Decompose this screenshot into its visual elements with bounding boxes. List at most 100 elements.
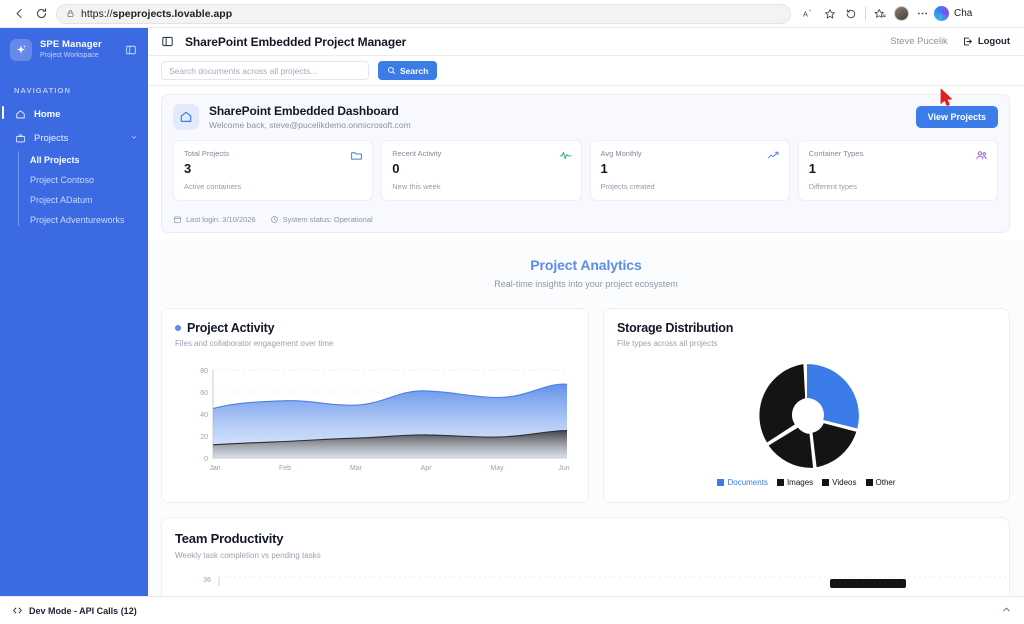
chart-bullet-icon	[175, 325, 181, 331]
clock-icon	[270, 215, 279, 224]
stat-foot: Active containers	[184, 182, 242, 191]
legend-swatch	[822, 479, 830, 486]
legend-item-images[interactable]: Images	[776, 478, 813, 487]
stat-card-recent-activity[interactable]: Recent Activity 0 New this week	[381, 140, 582, 201]
toolbar-divider	[865, 7, 866, 20]
legend-item-videos[interactable]: Videos	[822, 478, 857, 487]
analytics-section: Project Analytics Real-time insights int…	[148, 241, 1024, 617]
svg-text:36: 36	[203, 577, 211, 584]
chart-title: Team Productivity	[175, 531, 284, 546]
page-title: SharePoint Embedded Project Manager	[185, 34, 407, 49]
stat-value: 1	[600, 161, 608, 176]
project-activity-chart-card: Project Activity Files and collaborator …	[161, 308, 589, 503]
nav-section-label: NAVIGATION	[14, 86, 71, 95]
sidebar-item-projects[interactable]: Projects	[0, 126, 148, 150]
panel-toggle-icon[interactable]	[123, 42, 139, 58]
stat-card-container-types[interactable]: Container Types 1 Different types	[797, 140, 998, 201]
legend-swatch	[865, 479, 873, 486]
legend-swatch	[717, 479, 725, 486]
font-size-icon[interactable]: A ^	[799, 4, 819, 24]
svg-text:^: ^	[808, 9, 811, 14]
main-content: SharePoint Embedded Project Manager Stev…	[148, 28, 1024, 624]
app-shell: SPE Manager Project Workspace NAVIGATION…	[0, 28, 1024, 624]
chart-subtitle: Weekly task completion vs pending tasks	[175, 551, 321, 560]
sidebar-item-label: Home	[34, 108, 61, 120]
stat-card-avg-monthly[interactable]: Avg Monthly 1 Projects created	[589, 140, 790, 201]
status-system: System status: Operational	[270, 215, 373, 224]
sidebar-item-project-adatum[interactable]: Project ADatum	[30, 195, 93, 205]
stat-foot: Different types	[808, 182, 857, 191]
code-brackets-icon	[12, 605, 23, 616]
sidebar-item-all-projects[interactable]: All Projects	[30, 155, 80, 165]
panel-toggle-icon[interactable]	[161, 35, 174, 48]
stat-value: 0	[392, 161, 400, 176]
sidebar-item-home[interactable]: Home	[0, 102, 148, 126]
search-button[interactable]: Search	[378, 61, 438, 80]
logout-icon	[962, 36, 973, 47]
chart-subtitle: Files and collaborator engagement over t…	[175, 339, 334, 348]
dashboard-header: SharePoint Embedded Dashboard Welcome ba…	[173, 104, 998, 130]
chart-title: Project Activity	[175, 321, 575, 335]
stat-foot: New this week	[392, 182, 441, 191]
sidebar: SPE Manager Project Workspace NAVIGATION…	[0, 28, 148, 600]
storage-distribution-chart-card: Storage Distribution File types across a…	[603, 308, 1010, 503]
legend-item-other[interactable]: Other	[865, 478, 896, 487]
folder-icon	[350, 149, 363, 162]
status-last-login: Last login: 3/10/2026	[173, 215, 256, 224]
view-projects-button[interactable]: View Projects	[915, 106, 998, 128]
sidebar-spacer	[0, 230, 148, 600]
legend-item-documents[interactable]: Documents	[717, 478, 768, 487]
sparkle-icon	[10, 39, 32, 61]
ellipsis-icon[interactable]	[912, 4, 932, 24]
analytics-subtitle: Real-time insights into your project eco…	[494, 279, 678, 289]
home-icon	[173, 104, 199, 130]
analytics-title: Project Analytics	[530, 257, 642, 273]
calendar-icon	[173, 215, 182, 224]
copilot-icon[interactable]	[933, 4, 950, 24]
area-chart: 0 20 40 60 80	[175, 358, 575, 481]
stat-value: 3	[184, 161, 192, 176]
dev-mode-bar[interactable]: Dev Mode - API Calls (12)	[0, 596, 1024, 624]
svg-text:80: 80	[200, 368, 208, 375]
search-button-label: Search	[400, 65, 429, 76]
dashboard-subtitle: Welcome back, steve@pucelikdemo.onmicros…	[209, 120, 411, 130]
status-label: Last login: 3/10/2026	[186, 215, 256, 224]
collections-icon[interactable]	[870, 4, 890, 24]
history-icon[interactable]	[841, 4, 861, 24]
stat-label: Container Types	[808, 149, 864, 158]
address-bar[interactable]: https://speprojects.lovable.app	[56, 3, 791, 24]
profile-avatar[interactable]	[891, 4, 911, 24]
stat-label: Total Projects	[184, 149, 230, 158]
activity-pulse-icon	[559, 149, 572, 162]
sidebar-item-project-contoso[interactable]: Project Contoso	[30, 175, 95, 185]
search-input[interactable]	[161, 61, 369, 80]
svg-text:20: 20	[200, 434, 208, 441]
home-icon	[14, 108, 26, 120]
chart-subtitle: File types across all projects	[617, 339, 718, 348]
stat-foot: Projects created	[600, 182, 655, 191]
briefcase-icon	[14, 132, 26, 144]
stat-label: Avg Monthly	[600, 149, 642, 158]
star-icon[interactable]	[820, 4, 840, 24]
chart-title: Storage Distribution	[617, 321, 734, 335]
svg-text:Apr: Apr	[421, 465, 433, 472]
dashboard-title: SharePoint Embedded Dashboard	[209, 104, 399, 118]
chevron-down-icon	[130, 133, 138, 144]
reload-icon[interactable]	[30, 3, 52, 25]
charts-row: Project Activity Files and collaborator …	[148, 289, 1024, 503]
stat-card-total-projects[interactable]: Total Projects 3 Active containers	[173, 140, 374, 201]
dev-mode-label: Dev Mode - API Calls (12)	[29, 605, 137, 616]
user-name: Steve Pucelik	[890, 36, 948, 47]
brand-title: SPE Manager	[40, 39, 102, 51]
back-arrow-icon[interactable]	[8, 3, 30, 25]
sidebar-item-project-adventureworks[interactable]: Project Adventureworks	[30, 215, 125, 225]
logout-button[interactable]: Logout	[962, 36, 1010, 47]
copilot-label: Cha	[954, 8, 973, 19]
browser-actions: A ^ Cha	[799, 4, 972, 24]
chevron-up-icon[interactable]	[1001, 604, 1012, 617]
users-icon	[975, 149, 988, 162]
svg-text:0: 0	[204, 456, 208, 463]
stat-value: 1	[808, 161, 816, 176]
brand-block: SPE Manager Project Workspace	[0, 28, 148, 72]
bar-chart: 36	[175, 572, 1009, 612]
